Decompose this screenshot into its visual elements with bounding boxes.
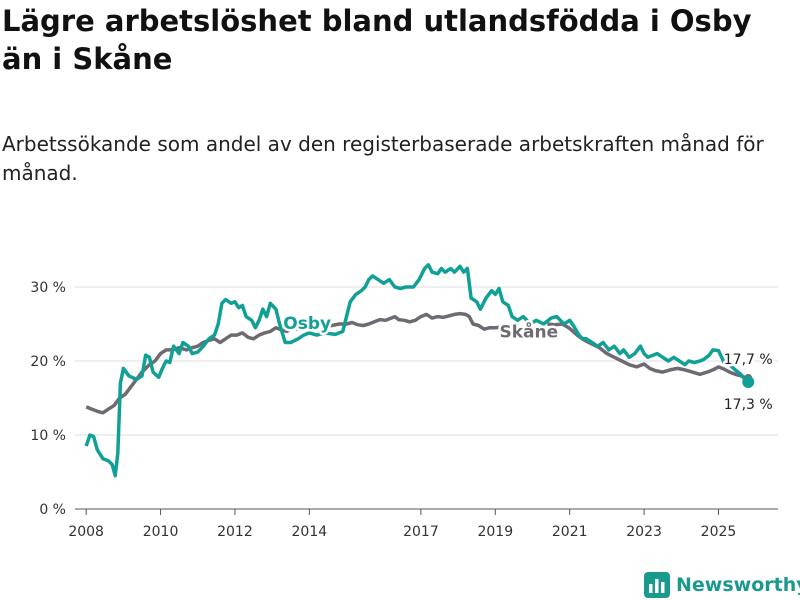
x-tick-label: 2014 bbox=[292, 524, 328, 540]
series-line-osby bbox=[84, 263, 750, 478]
x-tick-label: 2021 bbox=[552, 524, 588, 540]
x-tick-label: 2019 bbox=[477, 524, 513, 540]
bar-chart-logo-icon bbox=[644, 572, 670, 598]
x-tick-label: 2025 bbox=[701, 524, 737, 540]
x-tick-label: 2010 bbox=[143, 524, 179, 540]
y-tick-label: 30 % bbox=[30, 280, 66, 296]
y-tick-label: 20 % bbox=[30, 354, 66, 370]
x-tick-label: 2023 bbox=[626, 524, 662, 540]
chart-subtitle: Arbetssökande som andel av den registerb… bbox=[2, 132, 764, 185]
series-label-osby: Osby bbox=[283, 314, 331, 334]
x-tick-label: 2017 bbox=[403, 524, 439, 540]
end-label-skane-halo: 17,7 % bbox=[724, 352, 773, 368]
y-tick-label: 0 % bbox=[39, 502, 66, 518]
end-label-osby-halo: 17,3 % bbox=[724, 397, 773, 413]
series-label-osby-halo: Osby bbox=[283, 314, 331, 334]
end-label-skane: 17,7 % bbox=[724, 352, 773, 368]
chart-title: Lägre arbetslöshet bland utlandsfödda i … bbox=[2, 4, 752, 76]
gridlines bbox=[75, 286, 778, 510]
x-axis-ticks: 2008 2010 2012 2014 2017 2019 2021 2023 2025 bbox=[68, 509, 736, 540]
series-label-skane: Skåne bbox=[499, 320, 558, 342]
series-line-skane bbox=[85, 311, 503, 415]
x-tick-label: 2012 bbox=[217, 524, 253, 540]
x-tick-label: 2008 bbox=[68, 524, 104, 540]
logo-text: Newsworthy bbox=[676, 574, 800, 596]
newsworthy-logo: Newsworthy bbox=[644, 570, 800, 600]
series-lines bbox=[84, 263, 755, 478]
end-label-osby: 17,3 % bbox=[724, 397, 773, 413]
end-point-osby bbox=[742, 375, 755, 388]
y-axis-ticks: 0 % 10 % 20 % 30 % bbox=[30, 280, 66, 518]
y-tick-label: 10 % bbox=[30, 428, 66, 444]
series-label-skane-halo: Skåne bbox=[499, 320, 558, 342]
